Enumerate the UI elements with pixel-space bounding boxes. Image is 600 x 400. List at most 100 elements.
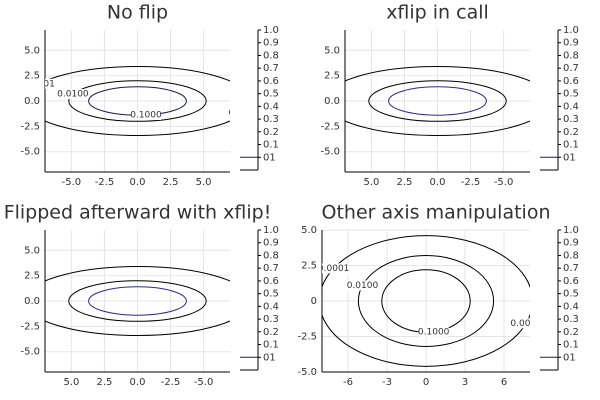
contour-label-bg xyxy=(130,109,161,120)
contour-label-bg xyxy=(511,318,530,329)
colorbar-tick-label: 0.6 xyxy=(563,276,579,287)
contour-label-bg xyxy=(45,78,55,89)
colorbar-tick-label: 0.5 xyxy=(263,89,279,100)
colorbar-tick-label: 0.2 xyxy=(563,327,579,338)
y-tick-label: 5.0 xyxy=(24,45,40,56)
colorbar-tick-label: 1.0 xyxy=(563,25,579,36)
x-tick-label: 5.0 xyxy=(196,177,212,188)
x-tick-label: 5.0 xyxy=(363,177,379,188)
y-tick-label: 0 xyxy=(311,296,317,307)
subplot: Flipped afterward with xflip! -5.0 -2.5 0.0… xyxy=(4,202,279,389)
x-tick-label: 0.0 xyxy=(430,177,446,188)
x-tick-label: -2.5 xyxy=(95,177,115,188)
colorbar-tick-label: 0.3 xyxy=(263,114,279,125)
y-tick-label: -5.0 xyxy=(297,367,317,378)
contour-label: 0.0100 xyxy=(347,281,379,291)
y-tick-label: -2.5 xyxy=(20,121,40,132)
colorbar-tick-label: 0.4 xyxy=(563,301,579,312)
colorbar-tick-label: 0.2 xyxy=(263,127,279,138)
y-tick-label: 0.0 xyxy=(24,296,40,307)
y-tick-label: 2.5 xyxy=(324,71,340,82)
colorbar-tick-label: 1.0 xyxy=(563,225,579,236)
y-tick-label: 0.0 xyxy=(324,96,340,107)
colorbar-tick-label: 0.9 xyxy=(263,38,279,49)
x-tick-label: -3 xyxy=(382,377,392,388)
x-tick-label: -2.5 xyxy=(461,177,481,188)
y-tick-label: -2.5 xyxy=(297,332,317,343)
contour-label: 0.0001 xyxy=(318,264,350,274)
colorbar-tick-label: 0.5 xyxy=(263,289,279,300)
contour-line xyxy=(45,66,230,136)
contours xyxy=(345,66,530,136)
y-tick-label: 5.0 xyxy=(24,245,40,256)
contour-label-bg xyxy=(418,326,449,337)
y-tick-label: 2.5 xyxy=(301,261,317,272)
colorbar-tick-label: 0.7 xyxy=(263,63,279,74)
y-tick-label: 5.0 xyxy=(301,225,317,236)
colorbar-tick-label: 0.8 xyxy=(263,50,279,61)
colorbar-tick-label: 0.7 xyxy=(563,263,579,274)
y-tick-label: 0.0 xyxy=(24,96,40,107)
subplot: xflip in call -5.0 -2.5 0.0 2.5 5.0 -5.0 -2.5 0.… xyxy=(320,2,578,189)
colorbar-tick-label: 0.4 xyxy=(263,101,279,112)
contour-line xyxy=(345,66,530,136)
colorbar-tick-label: 1.0 xyxy=(263,25,279,36)
contour-line xyxy=(68,80,207,122)
colorbar-tick-label: 0.1 xyxy=(563,140,579,151)
contour-line xyxy=(388,86,487,116)
colorbar-tick-label: 01 xyxy=(263,352,276,363)
y-tick-label: 2.5 xyxy=(24,271,40,282)
colorbar-tick-label: 01 xyxy=(563,152,576,163)
colorbar-tick-label: 0.9 xyxy=(563,238,579,249)
colorbar-tick-label: 01 xyxy=(263,152,276,163)
colorbar-tick-label: 0.3 xyxy=(563,314,579,325)
contour-line xyxy=(322,235,530,367)
x-tick-label: 3 xyxy=(462,377,468,388)
colorbar-tick-label: 0.8 xyxy=(563,250,579,261)
colorbar-tick-label: 0.8 xyxy=(263,250,279,261)
y-tick-label: 2.5 xyxy=(24,71,40,82)
x-tick-label: 2.5 xyxy=(97,377,113,388)
colorbar-tick-label: 0.7 xyxy=(563,63,579,74)
contour-line xyxy=(68,280,207,322)
contour-line xyxy=(368,80,507,122)
colorbar-tick-label: 0.6 xyxy=(563,76,579,87)
colorbar-tick-label: 0.9 xyxy=(263,238,279,249)
colorbar-tick-label: 01 xyxy=(563,352,576,363)
subplot: Other axis manipulation -6 -3 0 3 6 -5.0 -2.5 0 2… xyxy=(297,202,578,389)
subplot-title: xflip in call xyxy=(386,2,489,24)
contour-label: 0.1000 xyxy=(418,327,450,337)
x-tick-label: 0.0 xyxy=(130,377,146,388)
contour-label-bg xyxy=(347,280,378,291)
colorbar-tick-label: 0.4 xyxy=(563,101,579,112)
y-tick-label: -5.0 xyxy=(20,147,40,158)
contour-line xyxy=(45,266,230,336)
colorbar-tick-label: 0.3 xyxy=(563,114,579,125)
contours xyxy=(45,266,230,336)
colorbar-tick-label: 1.0 xyxy=(263,225,279,236)
x-tick-label: 2.5 xyxy=(397,177,413,188)
contour-label: 0.0001 xyxy=(229,108,261,118)
x-tick-label: 0.0 xyxy=(130,177,146,188)
contour-label-bg xyxy=(322,263,349,274)
x-tick-label: -5.0 xyxy=(494,177,514,188)
colorbar-tick-label: 0.1 xyxy=(563,340,579,351)
colorbar-tick-label: 0.2 xyxy=(263,327,279,338)
y-tick-label: -5.0 xyxy=(20,347,40,358)
colorbar-tick-label: 0.6 xyxy=(263,276,279,287)
colorbar-tick-label: 0.4 xyxy=(263,301,279,312)
contour-label: 0.1000 xyxy=(130,110,162,120)
y-tick-label: -5.0 xyxy=(320,147,340,158)
colorbar-tick-label: 0.9 xyxy=(563,38,579,49)
colorbar-tick-label: 0.5 xyxy=(563,289,579,300)
x-tick-label: -5.0 xyxy=(62,177,82,188)
y-tick-label: 5.0 xyxy=(324,45,340,56)
x-tick-label: -6 xyxy=(343,377,353,388)
contour-label-bg xyxy=(57,89,88,100)
x-tick-label: -2.5 xyxy=(161,377,181,388)
x-tick-label: 2.5 xyxy=(163,177,179,188)
colorbar-tick-label: 0.5 xyxy=(563,89,579,100)
colorbar-tick-label: 0.8 xyxy=(563,50,579,61)
